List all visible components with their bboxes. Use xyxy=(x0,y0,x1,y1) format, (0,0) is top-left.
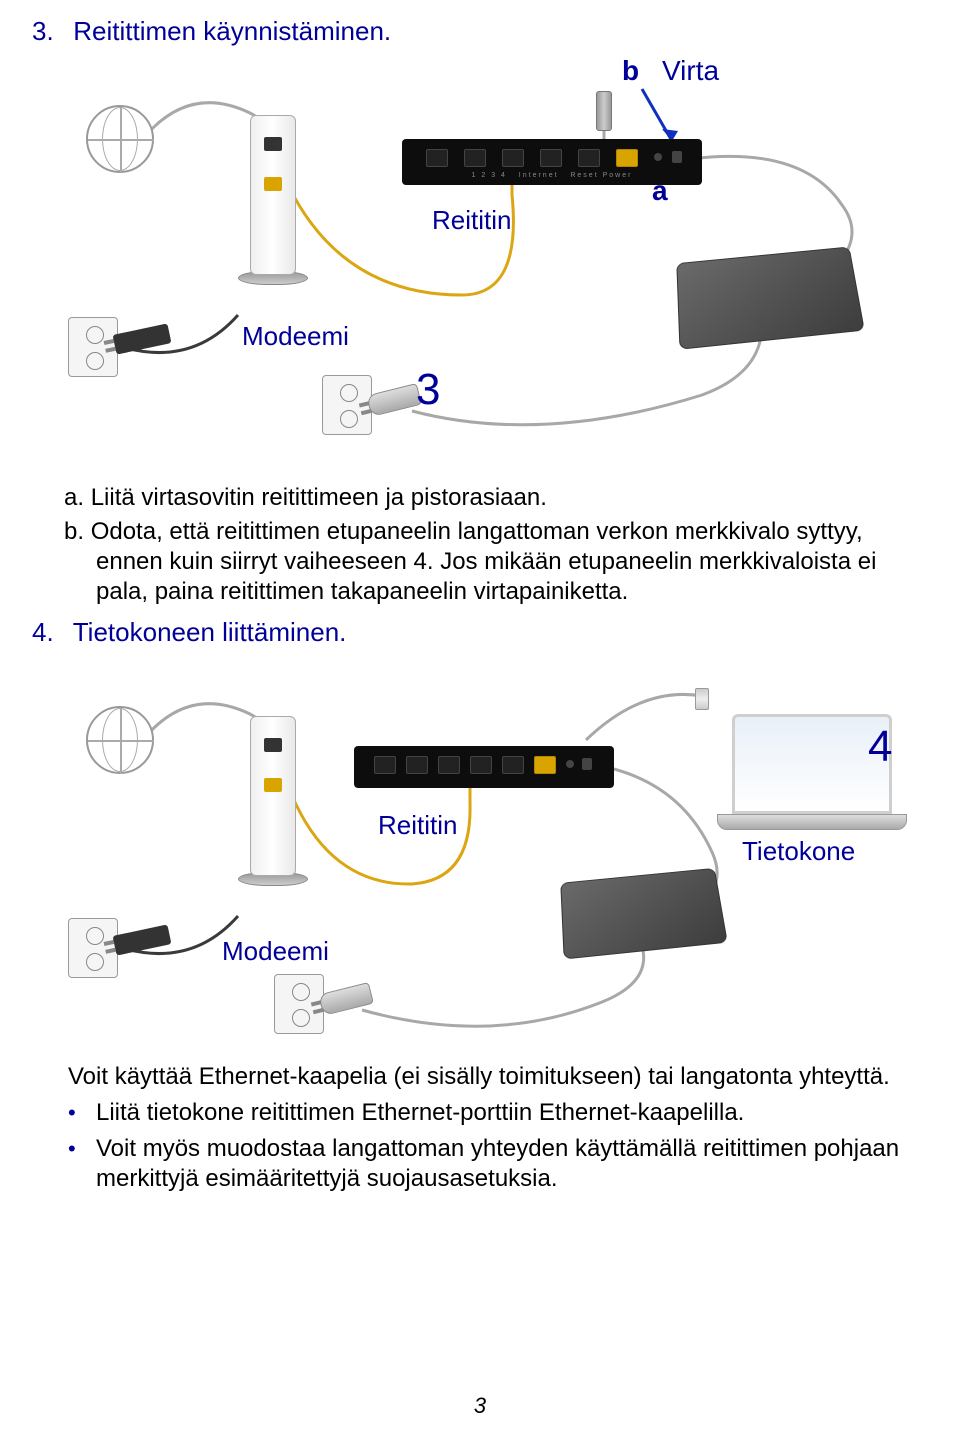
step3a-body: Liitä virtasovitin reitittimeen ja pisto… xyxy=(91,484,547,511)
diagram-step4: 4 Reititin Tietokone Modeemi xyxy=(42,656,902,1056)
label-reititin-2: Reititin xyxy=(378,810,457,841)
diagram-step3: b Virta 1 2 xyxy=(42,55,902,475)
step3a-text: a. Liitä virtasovitin reitittimeen ja pi… xyxy=(96,483,900,513)
step4-para1: Voit käyttää Ethernet-kaapelia (ei sisäl… xyxy=(68,1062,900,1092)
step3-heading: 3. Reitittimen käynnistäminen. xyxy=(32,16,900,47)
label-tietokone: Tietokone xyxy=(742,836,855,867)
modem-device-2 xyxy=(238,716,308,886)
label-big-3: 3 xyxy=(416,365,440,415)
router-back-panel-2 xyxy=(354,746,614,788)
bullet-icon: • xyxy=(68,1099,96,1127)
step4-bullet2: •Voit myös muodostaa langattoman yhteyde… xyxy=(96,1134,900,1194)
wall-outlet-1 xyxy=(68,317,118,377)
page-number: 3 xyxy=(0,1393,960,1419)
step4-bullet1-text: Liitä tietokone reitittimen Ethernet-por… xyxy=(96,1099,744,1126)
barrel-connector xyxy=(596,91,612,131)
label-modeemi-1: Modeemi xyxy=(242,321,349,352)
label-modeemi-2: Modeemi xyxy=(222,936,329,967)
globe-icon xyxy=(86,105,154,173)
rj45-connector xyxy=(695,688,709,710)
step4-heading: 4. Tietokoneen liittäminen. xyxy=(32,617,900,648)
step4-number: 4. xyxy=(32,617,66,648)
step3a-prefix: a. xyxy=(64,484,84,511)
label-reititin-1: Reititin xyxy=(432,205,511,236)
step3b-prefix: b. xyxy=(64,518,84,545)
bullet-icon: • xyxy=(68,1135,96,1163)
step3-number: 3. xyxy=(32,16,66,47)
globe-icon-2 xyxy=(86,706,154,774)
step4-bullet2-text: Voit myös muodostaa langattoman yhteyden… xyxy=(96,1135,899,1192)
step4-title: Tietokoneen liittäminen. xyxy=(73,617,347,647)
label-big-4: 4 xyxy=(868,722,892,772)
wall-outlet-3 xyxy=(68,918,118,978)
label-a: a xyxy=(652,175,668,207)
step4-bullet1: •Liitä tietokone reitittimen Ethernet-po… xyxy=(96,1098,900,1128)
step3b-body: Odota, että reitittimen etupaneelin lang… xyxy=(91,518,877,605)
step3b-text: b. Odota, että reitittimen etupaneelin l… xyxy=(96,517,900,607)
step3-title: Reitittimen käynnistäminen. xyxy=(73,16,391,46)
modem-device xyxy=(238,115,308,285)
